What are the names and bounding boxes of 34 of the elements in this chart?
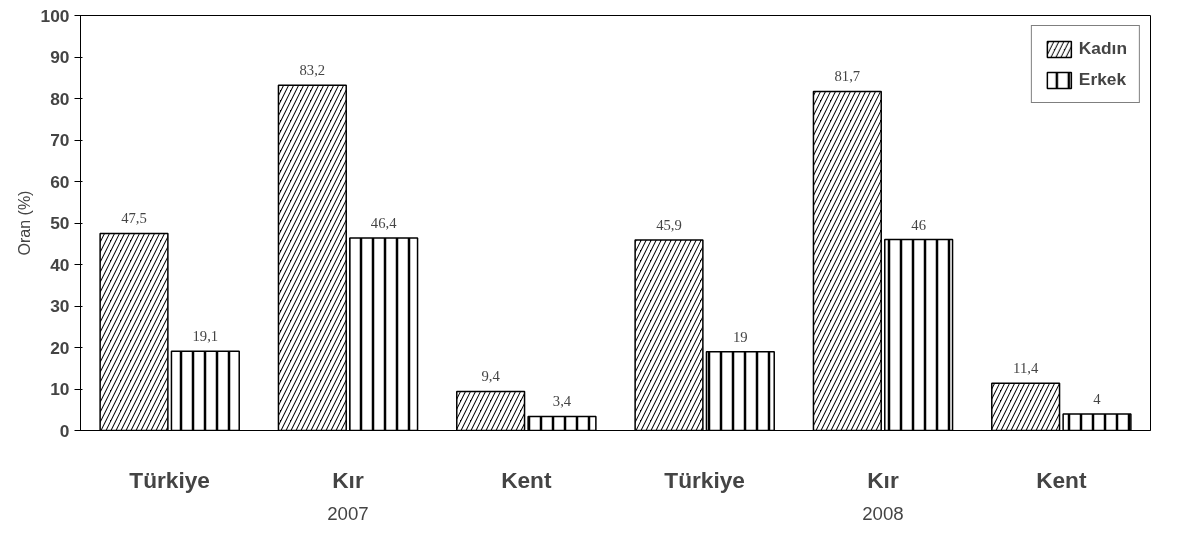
y-tick-label: 50: [50, 213, 70, 233]
y-tick-label: 90: [50, 47, 70, 67]
data-label: 4: [1093, 390, 1102, 407]
y-tick-label: 30: [50, 296, 70, 316]
text: 2008: [862, 502, 904, 524]
data-label: 81,7: [834, 68, 861, 85]
x-tick-label: Kent: [1036, 466, 1087, 493]
x-tick-label: Kır: [332, 466, 364, 493]
data-label: 47,5: [121, 210, 147, 227]
data-label: 19,1: [192, 328, 219, 345]
data-label: 11,4: [1013, 360, 1039, 377]
data-label: 19: [733, 328, 748, 345]
legend-label: Erkek: [1078, 69, 1127, 90]
x-tick-label: Kent: [501, 466, 552, 493]
data-label: 46: [911, 216, 926, 233]
data-label: 9,4: [481, 368, 501, 385]
y-tick-label: 0: [59, 420, 70, 441]
data-label: 46,4: [370, 214, 398, 231]
y-tick-label: 40: [50, 254, 70, 275]
y-tick-label: 20: [50, 337, 70, 358]
data-label: 3,4: [552, 393, 572, 410]
y-tick-label: 80: [50, 88, 70, 109]
x-tick-label: Türkiye: [664, 466, 745, 493]
y-tick-label: 60: [50, 171, 70, 192]
legend-label: Kadın: [1078, 38, 1127, 59]
data-label: 83,2: [299, 62, 326, 79]
y-tick-label: 100: [40, 5, 70, 26]
data-label: 45,9: [656, 217, 682, 234]
y-axis-title: Oran (%): [15, 190, 33, 256]
text: 2007: [327, 502, 369, 524]
x-tick-label: Türkiye: [129, 466, 210, 493]
y-tick-label: 70: [50, 130, 70, 150]
x-tick-label: Kır: [867, 466, 899, 493]
y-tick-label: 10: [50, 379, 70, 399]
